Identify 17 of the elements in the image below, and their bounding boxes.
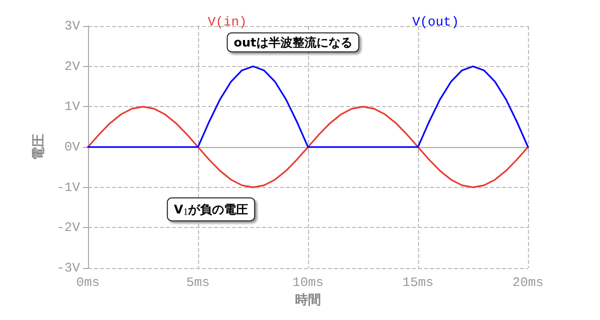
annotation: outは半波整流になる — [234, 35, 352, 50]
y-tick-label: 3V — [64, 18, 80, 34]
x-tick-label: 15ms — [402, 275, 434, 290]
y-tick-label: -3V — [56, 260, 80, 276]
x-tick-label: 0ms — [76, 275, 100, 290]
y-tick-label: 1V — [64, 99, 80, 114]
text: V(out) — [412, 14, 460, 30]
x-tick-label: 5ms — [186, 275, 210, 290]
y-tick-label: -1V — [56, 180, 80, 195]
x-tick-label: 10ms — [292, 275, 324, 290]
text: V(in) — [208, 14, 247, 30]
y-axis-title: 電圧 — [32, 134, 47, 160]
x-axis-title: 時間 — [295, 292, 321, 308]
y-tick-label: -2V — [56, 220, 80, 236]
y-tick-label: 0V — [64, 140, 80, 154]
y-tick-label: 2V — [64, 58, 80, 74]
x-tick-label: 20ms — [512, 275, 544, 290]
